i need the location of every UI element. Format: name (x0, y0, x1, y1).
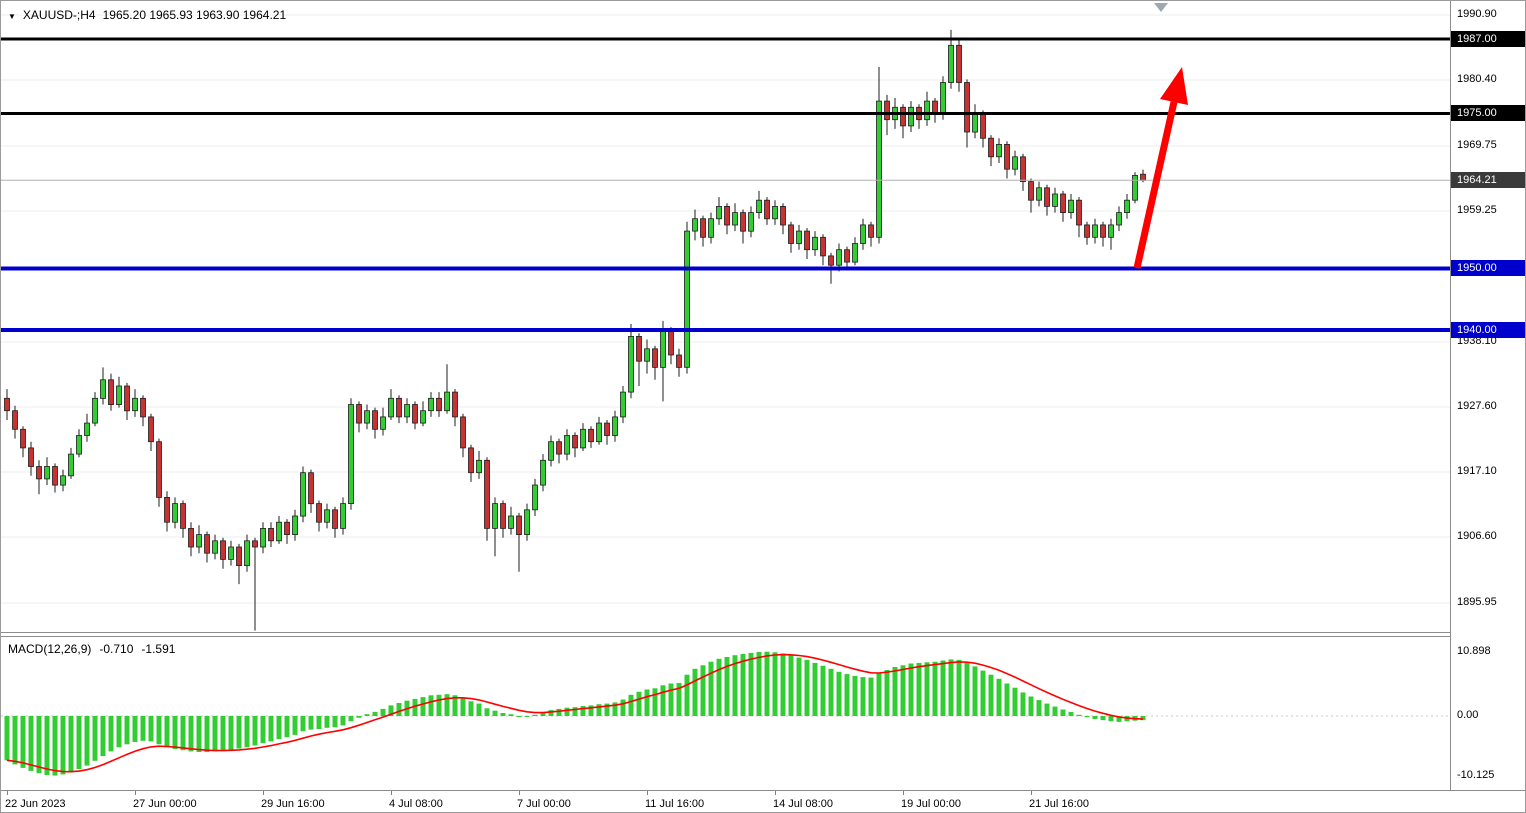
macd-tick-label: 10.898 (1457, 644, 1491, 657)
level-price-badge: 1940.00 (1451, 322, 1525, 339)
trend-arrow-annotation[interactable] (1133, 67, 1188, 269)
price-tick-label: 1895.95 (1457, 596, 1497, 609)
panel-splitter[interactable] (1, 633, 1450, 637)
price-tick-label: 1927.60 (1457, 400, 1497, 412)
time-tick (135, 791, 136, 795)
time-tick (391, 791, 392, 795)
time-axis-label: 29 Jun 16:00 (261, 798, 325, 810)
price-tick-label: 1906.60 (1457, 530, 1497, 543)
symbol-title: XAUUSD-;H4 (22, 8, 96, 22)
time-axis-label: 7 Jul 00:00 (517, 798, 571, 810)
time-tick (903, 791, 904, 795)
level-price-badge: 1950.00 (1451, 260, 1525, 277)
horizontal-level-lines[interactable] (1, 37, 1450, 333)
time-axis-label: 22 Jun 2023 (5, 798, 66, 810)
time-axis[interactable]: 22 Jun 2023 27 Jun 00:00 29 Jun 16:00 4 Jul… (1, 790, 1525, 812)
macd-tick-label: -10.125 (1457, 768, 1495, 781)
time-axis-label: 19 Jul 00:00 (901, 798, 961, 810)
current-price-badge: 1964.21 (1451, 172, 1525, 189)
macd-indicator-panel[interactable]: MACD(12,26,9) -0.710 -1.591 (1, 637, 1450, 790)
time-tick (647, 791, 648, 795)
time-tick (263, 791, 264, 795)
price-tick-label: 1990.90 (1457, 7, 1497, 20)
macd-main-value: -0.710 (99, 642, 134, 656)
macd-signal-value: -1.591 (141, 642, 176, 656)
macd-histogram (4, 651, 1146, 776)
collapse-triangle-icon[interactable]: ▼ (8, 12, 16, 21)
macd-indicator-name: MACD(12,26,9) (8, 642, 92, 656)
price-tick-label: 1959.25 (1457, 204, 1497, 216)
price-tick-label: 1980.40 (1457, 73, 1497, 86)
time-tick (1031, 791, 1032, 795)
time-tick (7, 791, 8, 795)
grid-lines (1, 14, 1450, 604)
time-axis-label: 11 Jul 16:00 (645, 798, 705, 810)
price-tick-label: 1969.75 (1457, 138, 1497, 151)
candlestick-chart[interactable] (1, 1, 1450, 632)
macd-chart[interactable] (1, 637, 1450, 790)
level-price-badge: 1975.00 (1451, 105, 1525, 122)
candles-series (4, 29, 1146, 631)
ohlc-values: 1965.20 1965.93 1963.90 1964.21 (102, 8, 287, 22)
chart-shift-marker-icon[interactable] (1154, 3, 1168, 12)
time-tick (519, 791, 520, 795)
time-tick (775, 791, 776, 795)
time-axis-label: 21 Jul 16:00 (1029, 798, 1089, 810)
price-tick-label: 1917.10 (1457, 465, 1497, 478)
macd-label: MACD(12,26,9) -0.710 -1.591 (8, 642, 175, 656)
time-axis-label: 14 Jul 08:00 (773, 798, 833, 810)
macd-tick-label: 0.00 (1457, 709, 1479, 721)
macd-signal-line (6, 653, 1144, 773)
level-price-badge: 1987.00 (1451, 31, 1525, 48)
time-axis-label: 27 Jun 00:00 (133, 798, 197, 810)
price-chart-panel[interactable]: ▼ XAUUSD-;H4 1965.20 1965.93 1963.90 196… (1, 1, 1450, 633)
symbol-info-bar: ▼ XAUUSD-;H4 1965.20 1965.93 1963.90 196… (8, 8, 286, 22)
price-axis[interactable]: 1990.90 1980.40 1969.75 1959.25 1938.10 1927.… (1450, 1, 1525, 790)
time-axis-label: 4 Jul 08:00 (389, 798, 443, 810)
